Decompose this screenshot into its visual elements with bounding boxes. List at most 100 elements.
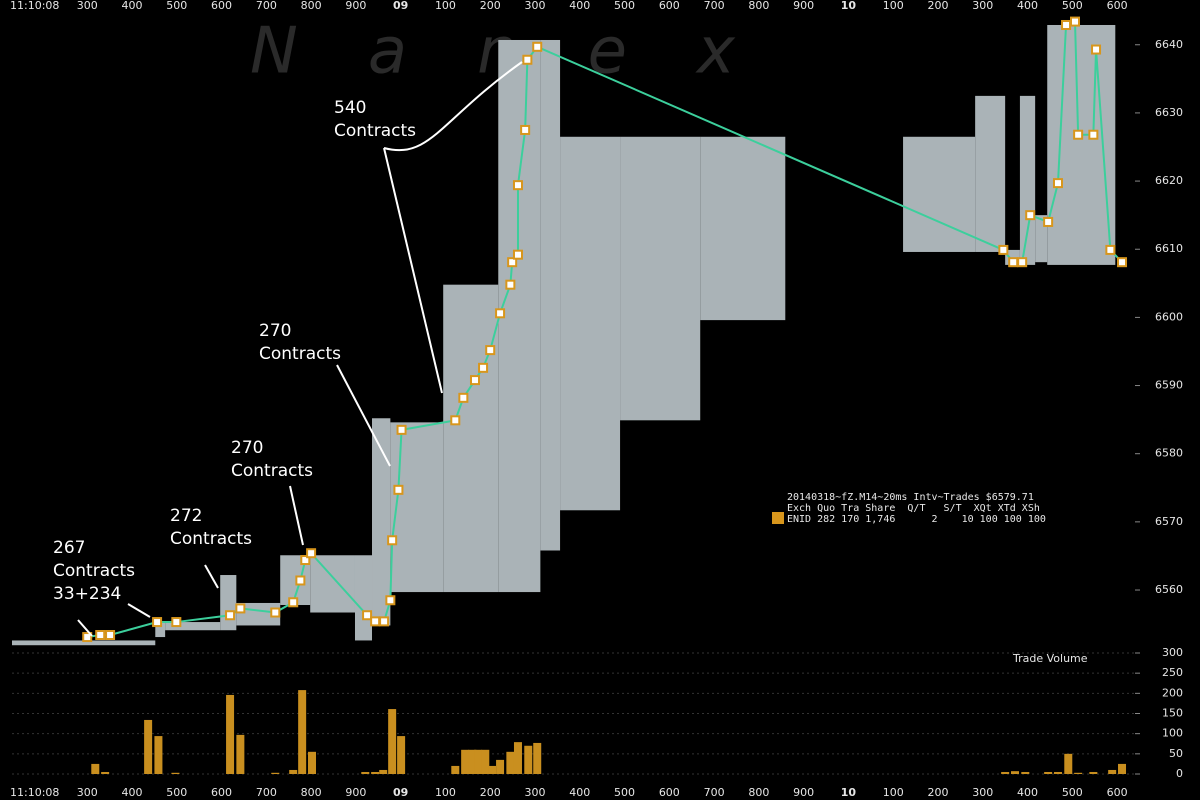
x-tick-label: 09 — [393, 0, 408, 12]
x-tick-label: 700 — [704, 786, 725, 799]
volume-bar — [1010, 771, 1019, 774]
x-tick-label: 600 — [211, 786, 232, 799]
volume-bar — [379, 769, 388, 774]
y-tick-label: 6630 — [1155, 106, 1183, 119]
quote-range — [1047, 24, 1116, 265]
x-tick-label: 800 — [748, 786, 769, 799]
trade-marker — [171, 617, 182, 628]
x-tick-label: 500 — [1062, 786, 1083, 799]
volume-bar — [298, 690, 307, 774]
quote-range — [12, 640, 156, 646]
volume-bar — [91, 763, 100, 774]
x-tick-label: 100 — [883, 0, 904, 12]
x-tick-label: 300 — [972, 786, 993, 799]
quote-range — [165, 622, 221, 631]
annotation: 272 — [170, 506, 202, 526]
x-tick-label: 800 — [301, 786, 322, 799]
x-tick-label: 900 — [793, 0, 814, 12]
x-tick-label: 600 — [1107, 786, 1128, 799]
x-tick-label: 100 — [435, 0, 456, 12]
volume-bar — [474, 749, 483, 774]
x-tick-label: 600 — [659, 0, 680, 12]
x-tick-label: 200 — [927, 0, 948, 12]
main-layer: 300 400 500 600 700 800 900 09 100 200 300 400 500 60… — [77, 0, 1183, 799]
trade-marker — [1008, 257, 1019, 268]
trade-marker — [1043, 216, 1054, 227]
volume-bar — [1108, 769, 1117, 774]
trade-marker — [362, 610, 373, 621]
x-tick-label: 200 — [480, 0, 501, 12]
x-tick-label: 300 — [972, 0, 993, 12]
trade-marker — [306, 548, 317, 559]
volume-bar — [1001, 771, 1010, 774]
volume-bar — [361, 771, 370, 774]
annotation: Contracts — [259, 344, 341, 364]
volume-bar — [371, 771, 380, 774]
watermark: Nanex — [250, 15, 805, 89]
x-tick-label: 600 — [1107, 0, 1128, 12]
y-tick-label: 6620 — [1155, 174, 1183, 187]
trade-marker — [1061, 19, 1072, 30]
volume-bar — [1021, 771, 1030, 774]
x-tick-label: 300 — [77, 786, 98, 799]
annotation: Contracts — [334, 121, 416, 141]
quote-range — [560, 136, 621, 511]
info-line: 20140318~fZ.M14~20ms Intv~Trades $6579.7… — [787, 492, 1034, 503]
trade-marker — [370, 616, 381, 627]
quote-range — [443, 284, 499, 593]
y-tick-label: 150 — [1162, 707, 1183, 720]
volume-bar — [488, 765, 497, 774]
volume-bar — [144, 719, 153, 774]
volume-bar — [506, 751, 515, 774]
trade-marker — [300, 555, 311, 566]
volume-bar — [289, 769, 298, 774]
x-tick-label: 600 — [211, 0, 232, 12]
trade-marker — [458, 392, 469, 403]
volume-bar — [1064, 753, 1073, 774]
x-tick-label: 400 — [122, 0, 143, 12]
trade-marker — [1025, 210, 1036, 221]
trade-marker — [495, 308, 506, 319]
volume-bar — [1089, 771, 1098, 774]
x-tick-label: 400 — [1017, 0, 1038, 12]
arrow — [383, 61, 523, 152]
quote-range — [498, 39, 541, 593]
volume-bar — [533, 742, 542, 774]
x-tick-label: 900 — [345, 786, 366, 799]
x-tick-label: 600 — [659, 786, 680, 799]
trade-marker — [396, 424, 407, 435]
trade-marker — [469, 375, 480, 386]
volume-bar — [481, 749, 490, 774]
x-tick-label: 700 — [704, 0, 725, 12]
y-tick-label: 0 — [1176, 767, 1183, 780]
x-tick-label: 900 — [345, 0, 366, 12]
x-tick-label: 100 — [883, 786, 904, 799]
trade-marker — [520, 124, 531, 135]
trade-marker — [1073, 129, 1084, 140]
annotation: 33+234 — [53, 584, 121, 604]
trade-marker — [295, 575, 306, 586]
volume-bar — [1044, 771, 1053, 774]
arrow — [77, 619, 93, 637]
trade-marker — [512, 249, 523, 260]
volume-bar — [226, 694, 235, 774]
volume-bar — [513, 742, 522, 774]
volume-bar — [397, 736, 406, 774]
trade-marker — [1117, 257, 1128, 268]
x-tick-label: 900 — [793, 786, 814, 799]
x-tick-label: 300 — [524, 0, 545, 12]
x-tick-label: 400 — [122, 786, 143, 799]
trade-marker — [1091, 44, 1102, 55]
volume-bar — [388, 709, 397, 774]
trade-marker — [235, 603, 246, 614]
x-tick-label: 700 — [256, 786, 277, 799]
x-tick-label: 10 — [841, 0, 857, 12]
y-tick-label: 100 — [1162, 727, 1183, 740]
quote-range — [155, 622, 166, 638]
x-tick-label: 300 — [77, 0, 98, 12]
quote-range — [372, 418, 391, 626]
volume-bar — [1074, 772, 1083, 774]
trade-marker — [450, 415, 461, 426]
volume-bar — [451, 765, 460, 774]
